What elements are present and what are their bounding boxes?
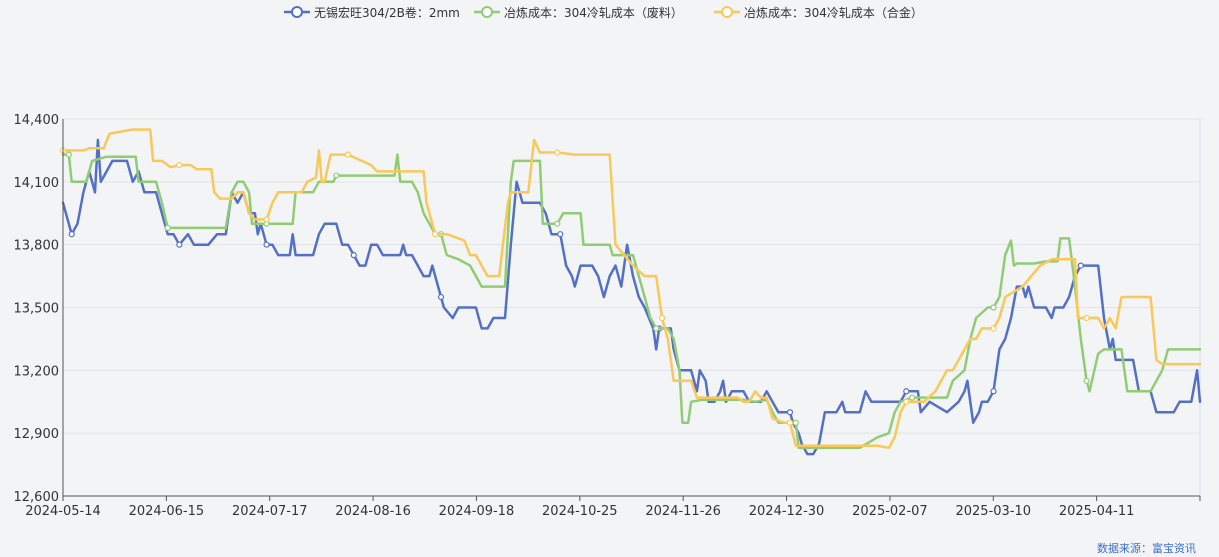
legend-item-1[interactable]: 无锡宏旺304/2B卷：2mm	[284, 5, 460, 20]
x-tick-label: 2024-11-26	[645, 504, 721, 519]
x-tick-label: 2024-09-18	[439, 504, 515, 519]
data-point	[333, 172, 340, 179]
x-tick-label: 2025-04-11	[1059, 504, 1135, 519]
y-tick-label: 13,200	[14, 364, 60, 379]
data-point	[1083, 377, 1090, 384]
series-lines	[59, 128, 1202, 456]
source-note: 数据来源：富宝资讯	[1097, 541, 1196, 555]
y-tick-label: 14,400	[14, 113, 60, 128]
x-tick-label: 2024-08-16	[335, 504, 411, 519]
data-point	[786, 419, 794, 426]
data-point	[68, 231, 75, 238]
data-point	[792, 419, 799, 426]
data-point	[176, 161, 183, 169]
data-point	[653, 325, 660, 332]
data-point	[344, 151, 352, 158]
y-tick-label: 13,500	[14, 302, 60, 317]
y-tick-label: 12,600	[14, 490, 60, 505]
data-point	[909, 394, 916, 401]
data-point	[554, 220, 561, 227]
series-line-2	[61, 153, 1202, 450]
legend[interactable]: 无锡宏旺304/2B卷：2mm 冶炼成本：304冷轧成本（废料） 冶炼成本：304冷…	[284, 5, 923, 20]
data-point	[557, 231, 564, 238]
data-point	[350, 252, 357, 259]
data-point	[554, 149, 561, 156]
data-point	[65, 151, 72, 158]
x-tick-label: 2025-03-10	[955, 504, 1031, 519]
y-tick-label: 14,100	[14, 176, 60, 191]
data-point	[990, 388, 997, 395]
x-tick-label: 2024-10-25	[542, 504, 618, 519]
x-tick-label: 2024-07-17	[232, 504, 308, 519]
data-point	[786, 409, 794, 416]
y-tick-label: 13,800	[14, 239, 60, 254]
legend-marker	[721, 6, 733, 18]
data-point	[990, 304, 997, 311]
x-tick-label: 2025-02-07	[852, 504, 928, 519]
y-tick-label: 12,900	[14, 427, 60, 442]
data-point	[263, 216, 270, 223]
series-line-1	[61, 138, 1202, 456]
data-point	[903, 398, 910, 405]
legend-label: 无锡宏旺304/2B卷：2mm	[314, 5, 460, 20]
data-point	[1083, 314, 1090, 322]
data-point	[432, 231, 439, 238]
x-axis: 2024-05-14 2024-06-15 2024-07-17 2024-08-16…	[25, 495, 1201, 519]
x-tick-label: 2024-05-14	[25, 504, 101, 519]
legend-label: 冶炼成本：304冷轧成本（废料）	[504, 5, 683, 20]
data-point	[658, 314, 666, 322]
gridlines	[63, 118, 1201, 497]
data-point	[176, 241, 183, 248]
data-point	[437, 293, 445, 301]
data-point	[1077, 262, 1084, 269]
x-tick-label: 2024-06-15	[129, 504, 205, 519]
data-point	[990, 325, 997, 332]
legend-marker	[291, 6, 303, 18]
data-point	[903, 388, 910, 395]
legend-label: 冶炼成本：304冷轧成本（合金）	[744, 5, 923, 20]
data-point	[164, 224, 171, 232]
legend-item-3[interactable]: 冶炼成本：304冷轧成本（合金）	[714, 5, 923, 20]
x-tick-label: 2024-12-30	[749, 504, 825, 519]
legend-marker	[481, 6, 493, 18]
y-axis: 12,600 12,900 13,200 13,500 13,800 14,100 14,4…	[14, 113, 64, 505]
series-line-3	[61, 128, 1202, 450]
data-point	[263, 241, 270, 248]
legend-item-2[interactable]: 冶炼成本：304冷轧成本（废料）	[474, 5, 683, 20]
